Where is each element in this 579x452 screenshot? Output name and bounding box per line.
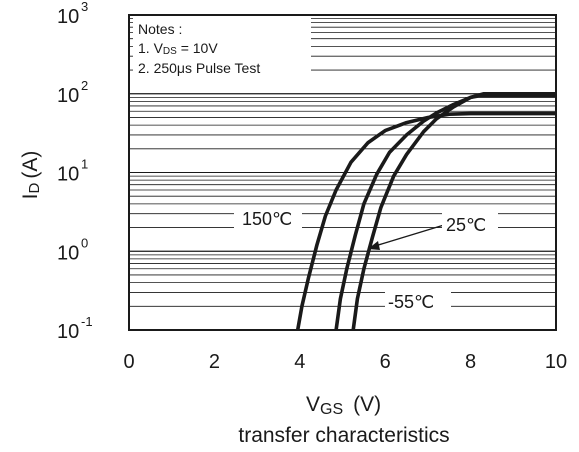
y-axis-title-main: I bbox=[19, 194, 42, 200]
leader-arrowhead-25c bbox=[368, 241, 380, 250]
notes-heading: Notes : bbox=[138, 21, 182, 37]
notes-line-2: 2. 250μs Pulse Test bbox=[138, 60, 260, 76]
series-labels: 150℃ 25℃ -55℃ bbox=[234, 206, 498, 315]
y-tick-base: 10 bbox=[57, 6, 79, 28]
y-tick-exponent: 2 bbox=[81, 78, 88, 93]
y-tick-base: 10 bbox=[57, 85, 79, 107]
x-axis-title-main: V bbox=[306, 393, 320, 416]
y-tick-exponent: 1 bbox=[81, 157, 88, 172]
y-tick-label: 10 -1 bbox=[57, 314, 93, 343]
y-tick-exponent: 3 bbox=[81, 0, 88, 14]
y-tick-label: 10 1 bbox=[57, 157, 88, 186]
chart-caption: transfer characteristics bbox=[238, 424, 449, 447]
notes-background bbox=[133, 18, 311, 84]
x-tick-label: 6 bbox=[380, 351, 391, 373]
y-axis-title-sub: D bbox=[26, 183, 43, 194]
x-axis-title-sub: GS bbox=[320, 401, 343, 418]
plot-frame bbox=[128, 14, 557, 331]
label-bg-25c bbox=[442, 212, 498, 238]
y-tick-base: 10 bbox=[57, 242, 79, 264]
series-label-minus55c: -55℃ bbox=[388, 292, 434, 312]
series-label-150c: 150℃ bbox=[242, 209, 292, 229]
x-tick-label: 8 bbox=[465, 351, 476, 373]
leader-line-25c bbox=[374, 224, 445, 247]
x-tick-label: 4 bbox=[294, 351, 305, 373]
curve-minus55c bbox=[351, 92, 556, 331]
x-tick-label: 10 bbox=[545, 351, 567, 373]
label-bg-minus55c bbox=[385, 289, 451, 315]
y-tick-exponent: -1 bbox=[81, 314, 93, 329]
y-tick-label: 10 2 bbox=[57, 78, 88, 107]
y-tick-label: 10 0 bbox=[57, 235, 88, 264]
label-bg-150c bbox=[234, 206, 302, 232]
x-tick-label: 2 bbox=[209, 351, 220, 373]
x-axis-title: VGS (V) bbox=[306, 393, 381, 418]
series-label-25c: 25℃ bbox=[446, 215, 486, 235]
y-axis-title-unit: (A) bbox=[19, 151, 42, 179]
y-axis-title: ID (A) bbox=[19, 151, 43, 200]
x-tick-label: 0 bbox=[123, 351, 134, 373]
y-tick-base: 10 bbox=[57, 321, 79, 343]
y-tick-label: 10 3 bbox=[57, 0, 88, 28]
curve-150c bbox=[295, 111, 556, 331]
x-axis-title-unit: (V) bbox=[353, 393, 381, 416]
notes-line-1: 1. VDS = 10V bbox=[138, 40, 218, 57]
notes-box: Notes : 1. VDS = 10V 2. 250μs Pulse Test bbox=[133, 18, 311, 84]
notes-line-1-suffix: = 10V bbox=[177, 40, 219, 56]
x-tick-labels: 0 2 4 6 8 10 bbox=[123, 351, 567, 373]
y-tick-exponent: 0 bbox=[81, 235, 88, 250]
curve-layer bbox=[295, 92, 556, 331]
notes-line-1-prefix: 1. V bbox=[138, 40, 164, 56]
y-tick-base: 10 bbox=[57, 164, 79, 186]
notes-line-1-sub: DS bbox=[163, 46, 177, 57]
grid-lines bbox=[129, 14, 556, 331]
